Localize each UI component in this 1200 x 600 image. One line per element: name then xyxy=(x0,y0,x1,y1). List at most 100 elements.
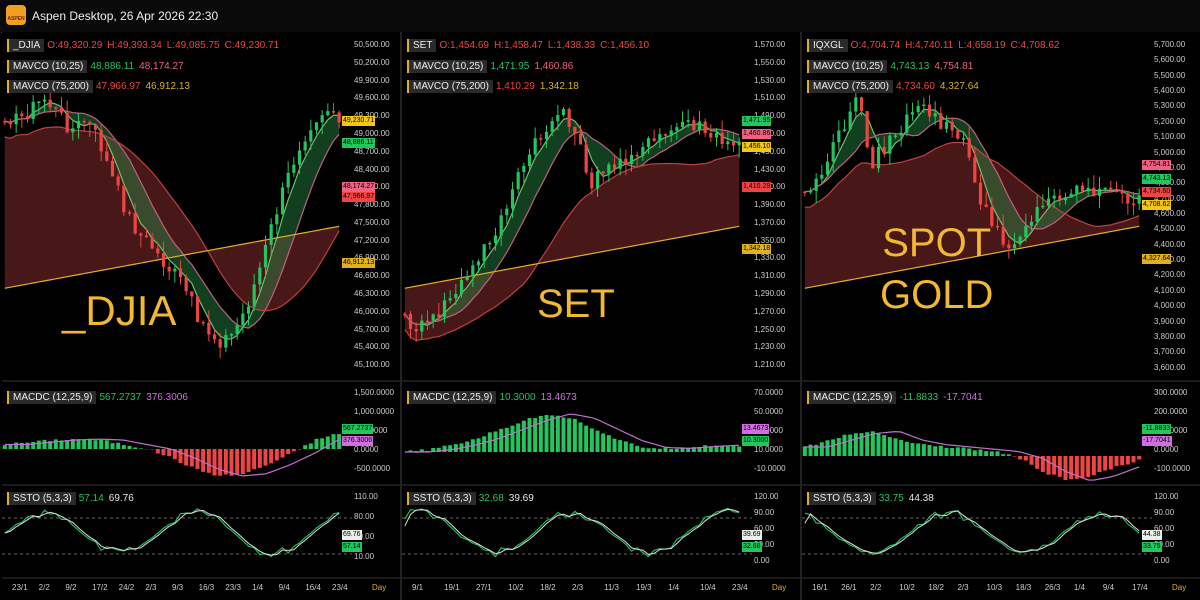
candle[interactable] xyxy=(20,110,24,128)
candle[interactable] xyxy=(825,153,830,177)
candle[interactable] xyxy=(116,173,120,192)
candle[interactable] xyxy=(1058,189,1062,207)
candle[interactable] xyxy=(803,190,807,197)
candle[interactable] xyxy=(865,110,869,149)
candle[interactable] xyxy=(178,260,183,285)
candle[interactable] xyxy=(1029,215,1034,231)
candle[interactable] xyxy=(1069,188,1073,198)
candle[interactable] xyxy=(978,174,983,210)
candle[interactable] xyxy=(939,106,943,130)
chart-panel-iqxgl[interactable]: IQXGL O:4,704.74 H:4,740.11 L:4,658.19 C:4,7… xyxy=(802,32,1200,600)
candle[interactable] xyxy=(544,125,549,148)
candle[interactable] xyxy=(995,216,1000,231)
candle[interactable] xyxy=(629,144,634,172)
candle[interactable] xyxy=(144,228,149,238)
candle[interactable] xyxy=(88,120,92,138)
chart-panel-djia[interactable]: _DJIA O:49,320.29 H:49,393.34 L:49,085.75 C:… xyxy=(2,32,400,600)
candle[interactable] xyxy=(1103,187,1107,192)
candle[interactable] xyxy=(1046,187,1051,209)
candle[interactable] xyxy=(431,313,435,329)
candle[interactable] xyxy=(1080,182,1085,194)
candle[interactable] xyxy=(731,131,736,152)
candle[interactable] xyxy=(442,292,447,323)
candle[interactable] xyxy=(110,155,115,177)
candle[interactable] xyxy=(905,103,909,137)
candle[interactable] xyxy=(1001,214,1005,248)
candle[interactable] xyxy=(320,109,324,135)
timeframe-day-button[interactable]: Day xyxy=(372,583,387,592)
candle[interactable] xyxy=(246,301,251,326)
candle[interactable] xyxy=(1007,239,1011,259)
candle[interactable] xyxy=(99,123,103,162)
timeframe-day-button[interactable]: Day xyxy=(772,583,787,592)
candle[interactable] xyxy=(624,149,628,176)
candle[interactable] xyxy=(471,260,475,288)
candle[interactable] xyxy=(956,128,960,140)
candle[interactable] xyxy=(127,209,132,216)
candle[interactable] xyxy=(990,197,994,228)
candle[interactable] xyxy=(252,273,256,312)
candle[interactable] xyxy=(156,243,160,258)
candle[interactable] xyxy=(686,109,690,128)
candle[interactable] xyxy=(292,157,296,178)
candle[interactable] xyxy=(207,310,211,342)
candle[interactable] xyxy=(258,261,262,293)
candle[interactable] xyxy=(550,117,554,137)
candle[interactable] xyxy=(539,134,543,146)
candle[interactable] xyxy=(888,132,892,165)
chart-panel-set[interactable]: SET O:1,454.69 H:1,458.47 L:1,438.33 C:1,456… xyxy=(402,32,800,600)
candle[interactable] xyxy=(984,192,988,208)
candle[interactable] xyxy=(692,116,696,133)
candle[interactable] xyxy=(859,96,864,117)
candle[interactable] xyxy=(195,295,200,323)
candle[interactable] xyxy=(76,113,81,139)
candle[interactable] xyxy=(241,302,245,334)
candle[interactable] xyxy=(1024,213,1028,242)
candle[interactable] xyxy=(269,218,273,257)
candle[interactable] xyxy=(499,208,503,246)
candle[interactable] xyxy=(973,147,977,183)
candle[interactable] xyxy=(190,290,194,307)
candle[interactable] xyxy=(31,95,35,124)
candle[interactable] xyxy=(167,261,171,281)
candle[interactable] xyxy=(105,141,109,162)
candle[interactable] xyxy=(831,133,835,172)
candle[interactable] xyxy=(1109,180,1113,192)
candle[interactable] xyxy=(922,97,926,114)
candle[interactable] xyxy=(476,259,481,273)
candle[interactable] xyxy=(408,311,413,339)
candle[interactable] xyxy=(8,119,13,129)
candle[interactable] xyxy=(93,124,98,143)
candle[interactable] xyxy=(595,166,600,197)
candle[interactable] xyxy=(224,328,228,353)
candle[interactable] xyxy=(218,333,222,359)
candle[interactable] xyxy=(420,314,424,340)
candle[interactable] xyxy=(737,137,741,158)
candle[interactable] xyxy=(448,290,452,304)
candle[interactable] xyxy=(842,119,847,133)
candle[interactable] xyxy=(556,104,560,131)
candle[interactable] xyxy=(527,148,532,171)
chart-canvas[interactable] xyxy=(802,32,1200,600)
candle[interactable] xyxy=(658,128,662,149)
candle[interactable] xyxy=(601,170,605,183)
candle[interactable] xyxy=(1126,192,1130,215)
candle[interactable] xyxy=(1052,188,1056,209)
candle[interactable] xyxy=(263,235,268,279)
candle[interactable] xyxy=(675,122,679,140)
candle[interactable] xyxy=(1131,191,1136,216)
candle[interactable] xyxy=(709,124,713,142)
candle[interactable] xyxy=(893,132,898,139)
candle[interactable] xyxy=(714,128,719,147)
candle[interactable] xyxy=(14,105,18,133)
candle[interactable] xyxy=(533,127,537,160)
candle[interactable] xyxy=(173,265,177,283)
candle[interactable] xyxy=(303,135,307,156)
candle[interactable] xyxy=(590,167,594,195)
candle[interactable] xyxy=(71,120,75,141)
candle[interactable] xyxy=(1092,175,1096,197)
candle[interactable] xyxy=(425,310,430,330)
candle[interactable] xyxy=(618,148,622,176)
candle[interactable] xyxy=(607,162,611,182)
timeframe-day-button[interactable]: Day xyxy=(1172,583,1187,592)
